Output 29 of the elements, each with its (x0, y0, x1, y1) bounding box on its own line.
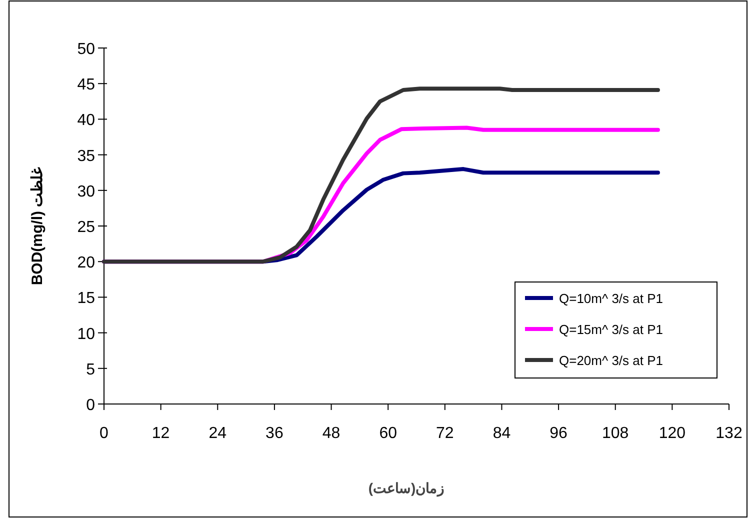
legend-label: Q=20m^ 3/s at P1 (559, 353, 664, 368)
y-tick-label: 15 (77, 290, 96, 308)
y-tick-label: 40 (77, 112, 96, 130)
x-tick-label: 84 (492, 425, 511, 442)
y-axis-title: غلظت BOD(mg/l) (29, 166, 46, 286)
x-tick-label: 96 (550, 425, 568, 442)
line-series (102, 86, 660, 264)
y-tick-label: 50 (77, 41, 96, 58)
x-tick-label: 132 (716, 425, 742, 442)
x-tick-label: 60 (379, 425, 398, 442)
legend-label: Q=10m^ 3/s at P1 (559, 291, 664, 306)
y-tick-label: 20 (77, 254, 96, 272)
x-tick-label: 12 (152, 425, 170, 442)
x-axis-title: زمان(ساعت) (368, 480, 445, 497)
y-tick-label: 25 (77, 219, 96, 236)
x-tick-label: 0 (100, 425, 109, 442)
y-tick-label: 0 (86, 397, 96, 414)
x-tick-label: 72 (436, 425, 454, 442)
x-tick-label: 120 (658, 425, 686, 442)
legend-label: Q=15m^ 3/s at P1 (559, 322, 664, 337)
x-tick-label: 48 (322, 425, 340, 442)
y-tick-label: 5 (86, 361, 96, 378)
y-tick-label: 10 (77, 326, 96, 343)
y-tick-label: 30 (77, 183, 96, 200)
x-tick-label: 108 (602, 425, 629, 442)
y-tick-label: 35 (77, 148, 96, 165)
x-tick-label: 36 (266, 425, 284, 442)
x-tick-label: 24 (208, 425, 227, 442)
y-tick-label: 45 (77, 76, 96, 94)
